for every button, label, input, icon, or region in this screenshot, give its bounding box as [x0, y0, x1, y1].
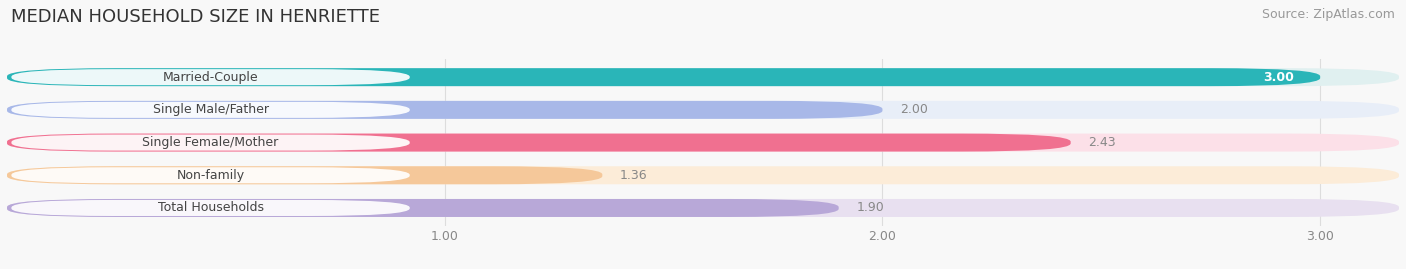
FancyBboxPatch shape [7, 134, 1399, 151]
Text: 1.90: 1.90 [856, 201, 884, 214]
Text: 1.36: 1.36 [620, 169, 647, 182]
Text: Single Female/Mother: Single Female/Mother [142, 136, 278, 149]
Text: 2.00: 2.00 [900, 103, 928, 116]
Text: Married-Couple: Married-Couple [163, 71, 259, 84]
FancyBboxPatch shape [7, 166, 602, 184]
FancyBboxPatch shape [7, 166, 1399, 184]
FancyBboxPatch shape [7, 134, 1071, 151]
FancyBboxPatch shape [11, 69, 409, 85]
Text: Non-family: Non-family [177, 169, 245, 182]
FancyBboxPatch shape [7, 68, 1399, 86]
Text: Total Households: Total Households [157, 201, 263, 214]
FancyBboxPatch shape [7, 101, 883, 119]
Text: Single Male/Father: Single Male/Father [153, 103, 269, 116]
FancyBboxPatch shape [7, 68, 1320, 86]
Text: Source: ZipAtlas.com: Source: ZipAtlas.com [1261, 8, 1395, 21]
FancyBboxPatch shape [11, 167, 409, 183]
Text: 2.43: 2.43 [1088, 136, 1116, 149]
Text: 3.00: 3.00 [1263, 71, 1294, 84]
FancyBboxPatch shape [7, 101, 1399, 119]
FancyBboxPatch shape [7, 199, 839, 217]
FancyBboxPatch shape [7, 199, 1399, 217]
FancyBboxPatch shape [11, 102, 409, 118]
FancyBboxPatch shape [11, 200, 409, 216]
Text: MEDIAN HOUSEHOLD SIZE IN HENRIETTE: MEDIAN HOUSEHOLD SIZE IN HENRIETTE [11, 8, 380, 26]
FancyBboxPatch shape [11, 134, 409, 151]
